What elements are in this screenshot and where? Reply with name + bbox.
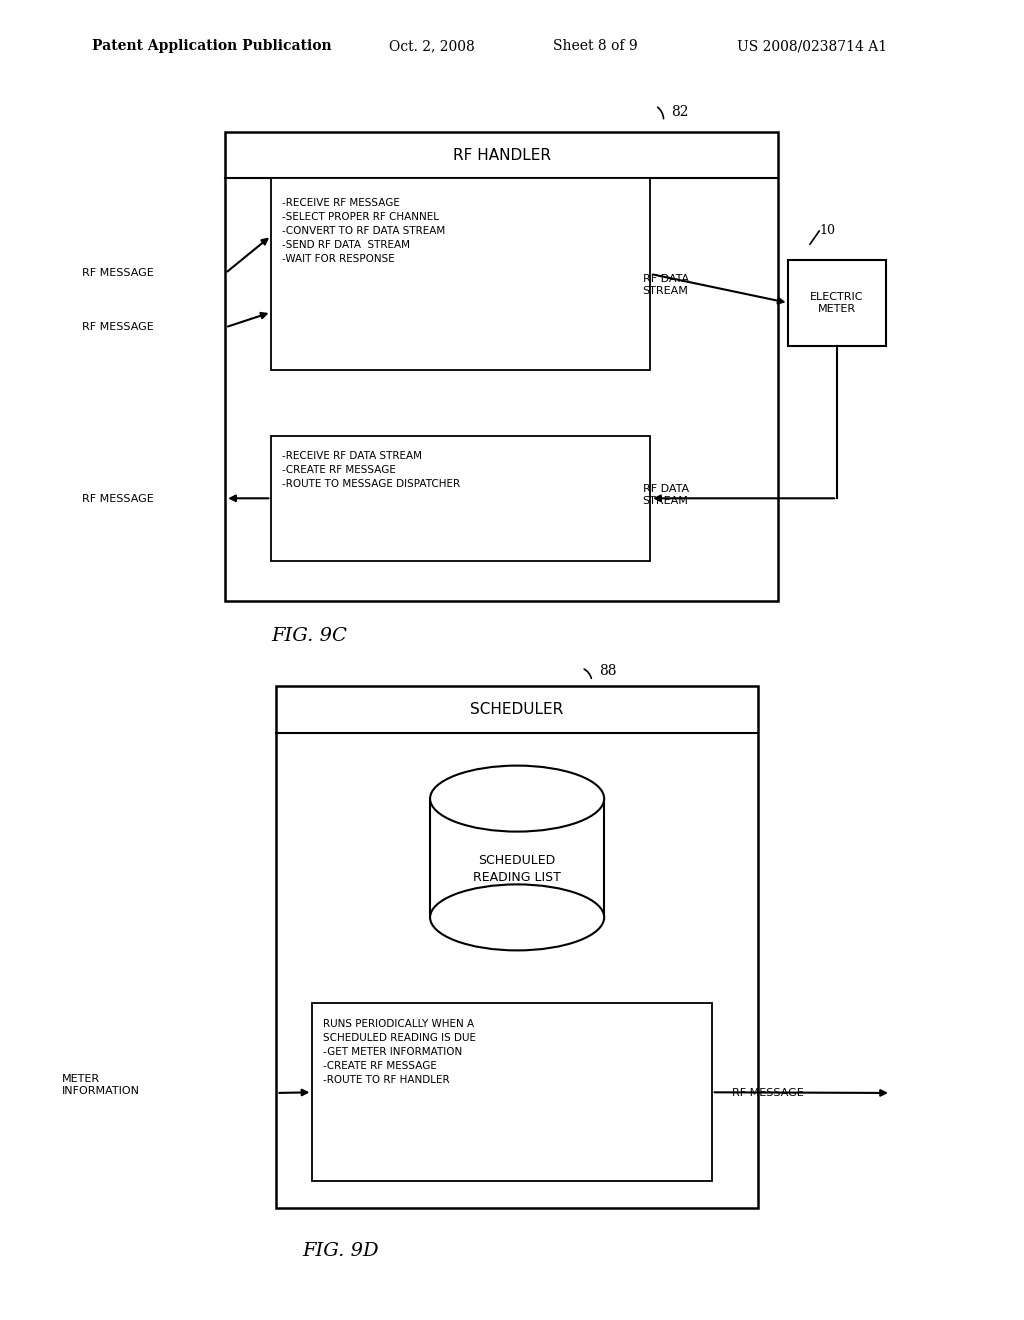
Text: FIG. 9C: FIG. 9C xyxy=(271,627,347,645)
Text: 88: 88 xyxy=(599,664,616,677)
Text: Sheet 8 of 9: Sheet 8 of 9 xyxy=(553,40,638,53)
FancyBboxPatch shape xyxy=(271,178,650,370)
FancyBboxPatch shape xyxy=(225,132,778,601)
Text: 82: 82 xyxy=(671,106,688,119)
Text: RF DATA
STREAM: RF DATA STREAM xyxy=(642,275,689,296)
Text: RF MESSAGE: RF MESSAGE xyxy=(82,322,154,333)
FancyBboxPatch shape xyxy=(276,686,758,1208)
Text: RUNS PERIODICALLY WHEN A
SCHEDULED READING IS DUE
-GET METER INFORMATION
-CREATE: RUNS PERIODICALLY WHEN A SCHEDULED READI… xyxy=(323,1019,475,1085)
Ellipse shape xyxy=(430,884,604,950)
FancyBboxPatch shape xyxy=(788,260,886,346)
Text: SCHEDULED
READING LIST: SCHEDULED READING LIST xyxy=(473,854,561,883)
Text: 10: 10 xyxy=(819,224,836,238)
Text: RF MESSAGE: RF MESSAGE xyxy=(732,1088,804,1098)
Text: RF MESSAGE: RF MESSAGE xyxy=(82,494,154,504)
Text: RF HANDLER: RF HANDLER xyxy=(453,148,551,162)
FancyBboxPatch shape xyxy=(271,436,650,561)
Text: METER
INFORMATION: METER INFORMATION xyxy=(61,1074,139,1096)
Text: Oct. 2, 2008: Oct. 2, 2008 xyxy=(389,40,475,53)
Text: SCHEDULER: SCHEDULER xyxy=(470,702,564,717)
Text: FIG. 9D: FIG. 9D xyxy=(302,1242,379,1261)
Text: ELECTRIC
METER: ELECTRIC METER xyxy=(810,292,864,314)
Text: -RECEIVE RF DATA STREAM
-CREATE RF MESSAGE
-ROUTE TO MESSAGE DISPATCHER: -RECEIVE RF DATA STREAM -CREATE RF MESSA… xyxy=(282,451,460,490)
Text: US 2008/0238714 A1: US 2008/0238714 A1 xyxy=(737,40,888,53)
Ellipse shape xyxy=(430,766,604,832)
Text: RF MESSAGE: RF MESSAGE xyxy=(82,268,154,279)
FancyBboxPatch shape xyxy=(312,1003,712,1181)
Text: -RECEIVE RF MESSAGE
-SELECT PROPER RF CHANNEL
-CONVERT TO RF DATA STREAM
-SEND R: -RECEIVE RF MESSAGE -SELECT PROPER RF CH… xyxy=(282,198,444,264)
Text: RF DATA
STREAM: RF DATA STREAM xyxy=(642,484,689,506)
Bar xyxy=(430,799,604,917)
Text: Patent Application Publication: Patent Application Publication xyxy=(92,40,332,53)
